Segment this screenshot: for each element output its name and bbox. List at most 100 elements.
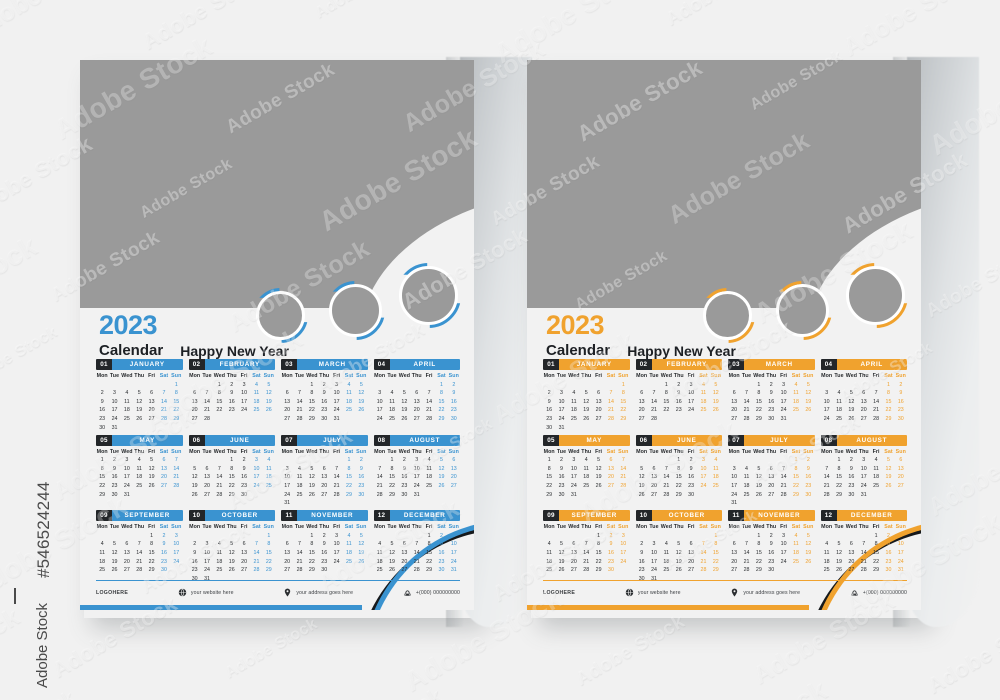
date-cell[interactable]: 15 [793,474,799,481]
date-cell[interactable]: 11 [346,390,352,397]
date-cell[interactable]: 7 [621,457,625,464]
date-cell[interactable]: 5 [359,532,363,539]
date-cell[interactable]: 23 [321,407,328,414]
date-cell[interactable]: 9 [677,390,681,397]
date-cell[interactable]: 28 [204,415,210,422]
date-cell[interactable]: 13 [570,549,577,556]
date-cell[interactable]: 13 [848,549,855,556]
date-cell[interactable]: 28 [743,567,750,574]
date-cell[interactable]: 18 [712,474,719,481]
date-cell[interactable]: 30 [558,491,565,498]
date-cell[interactable]: 1 [150,532,154,539]
date-cell[interactable]: 4 [714,457,718,464]
date-cell[interactable]: 6 [205,465,209,472]
date-cell[interactable]: 28 [216,491,223,498]
date-cell[interactable]: 28 [376,491,383,498]
date-cell[interactable]: 22 [346,482,352,489]
month-block[interactable]: 06 JUNE Mon Tue Wed Thu Fri Sat Sun 1 2 3 4 5 6 7 8 9 10 1… [188,434,275,507]
date-cell[interactable]: 5 [310,465,314,472]
date-cell[interactable]: 14 [860,549,867,556]
date-cell[interactable]: 28 [413,567,420,574]
date-cell[interactable]: 21 [663,482,670,489]
date-cell[interactable]: 20 [284,558,291,565]
date-cell[interactable]: 12 [638,474,645,481]
date-cell[interactable]: 29 [755,567,762,574]
date-cell[interactable]: 7 [174,457,178,464]
date-cell[interactable]: 13 [123,549,130,556]
date-cell[interactable]: 24 [173,558,180,565]
date-cell[interactable]: 8 [547,465,551,472]
date-cell[interactable]: 15 [546,474,553,481]
date-cell[interactable]: 26 [755,491,762,498]
date-cell[interactable]: 31 [648,576,660,582]
date-cell[interactable]: 2 [609,532,613,539]
month-block[interactable]: 07 JULY Mon Tue Wed Thu Fri Sat Sun 1 2 3 4 5 6 7 8 9 10 1… [728,434,815,506]
date-cell[interactable]: 28 [700,567,707,574]
month-block[interactable]: 03 MARCH Mon Tue Wed Thu Fri Sat Sun 1 2 3 4 5 6 7 8 9 10… [281,359,368,431]
date-cell[interactable]: 14 [583,549,590,556]
date-cell[interactable]: 10 [333,541,340,548]
date-cell[interactable]: 27 [321,491,328,498]
date-cell[interactable]: 15 [438,398,445,405]
date-cell[interactable]: 25 [570,415,577,422]
date-cell[interactable]: 2 [100,390,104,397]
date-cell[interactable]: 14 [608,398,614,405]
date-cell[interactable]: 13 [651,474,657,481]
date-cell[interactable]: 15 [148,549,155,556]
date-cell[interactable]: 25 [376,567,383,574]
date-cell[interactable]: 5 [677,541,681,548]
date-cell[interactable]: 18 [265,474,272,481]
photo-circle-1[interactable] [256,291,305,340]
date-cell[interactable]: 14 [216,474,223,481]
date-cell[interactable]: 9 [560,465,563,472]
date-cell[interactable]: 30 [805,491,812,498]
date-cell[interactable]: 23 [608,558,614,565]
date-cell[interactable]: 10 [376,398,383,405]
date-cell[interactable]: 7 [609,390,613,397]
date-cell[interactable]: 30 [636,576,648,582]
date-cell[interactable]: 1 [547,457,551,464]
date-cell[interactable]: 26 [401,415,408,422]
photo-circle-2[interactable] [776,284,829,337]
date-cell[interactable]: 4 [701,381,705,388]
date-cell[interactable]: 16 [450,398,457,405]
date-cell[interactable]: 19 [358,549,365,556]
date-cell[interactable]: 21 [376,482,383,489]
date-cell[interactable]: 4 [254,381,258,388]
date-cell[interactable]: 8 [174,390,178,397]
date-cell[interactable]: 10 [823,398,830,405]
date-cell[interactable]: 20 [595,407,602,414]
calendar-page-orange[interactable]: 2023 Calendar Happy New Year 01 JANUARY Mo… [527,57,979,627]
date-cell[interactable]: 24 [241,407,248,414]
date-cell[interactable]: 31 [284,500,291,507]
date-cell[interactable]: 27 [191,415,198,422]
date-cell[interactable]: 10 [123,465,130,472]
date-cell[interactable]: 7 [745,541,748,548]
date-cell[interactable]: 11 [571,398,577,405]
date-cell[interactable]: 19 [836,558,842,565]
date-cell[interactable]: 16 [191,558,198,565]
date-cell[interactable]: 16 [768,549,775,556]
date-cell[interactable]: 8 [621,390,625,397]
date-cell[interactable]: 5 [267,381,271,388]
date-cell[interactable]: 10 [204,549,210,556]
date-cell[interactable]: 28 [823,491,830,498]
date-cell[interactable]: 24 [688,407,695,414]
date-cell[interactable]: 27 [595,415,602,422]
date-cell[interactable]: 11 [253,390,260,397]
month-block[interactable]: 03 MARCH Mon Tue Wed Thu Fri Sat Sun 1 2 3 4 5 6 7 8 9 10… [728,359,815,431]
date-cell[interactable]: 17 [333,398,340,405]
date-cell[interactable]: 22 [308,407,315,414]
date-cell[interactable]: 21 [860,558,867,565]
date-cell[interactable]: 16 [438,549,445,556]
date-cell[interactable]: 14 [204,398,210,405]
date-cell[interactable]: 3 [899,532,903,539]
date-cell[interactable]: 15 [389,474,395,481]
date-cell[interactable]: 15 [265,549,272,556]
date-cell[interactable]: 31 [333,415,340,422]
date-cell[interactable]: 4 [584,457,588,464]
date-cell[interactable]: 9 [230,390,234,397]
date-cell[interactable]: 14 [161,398,167,405]
